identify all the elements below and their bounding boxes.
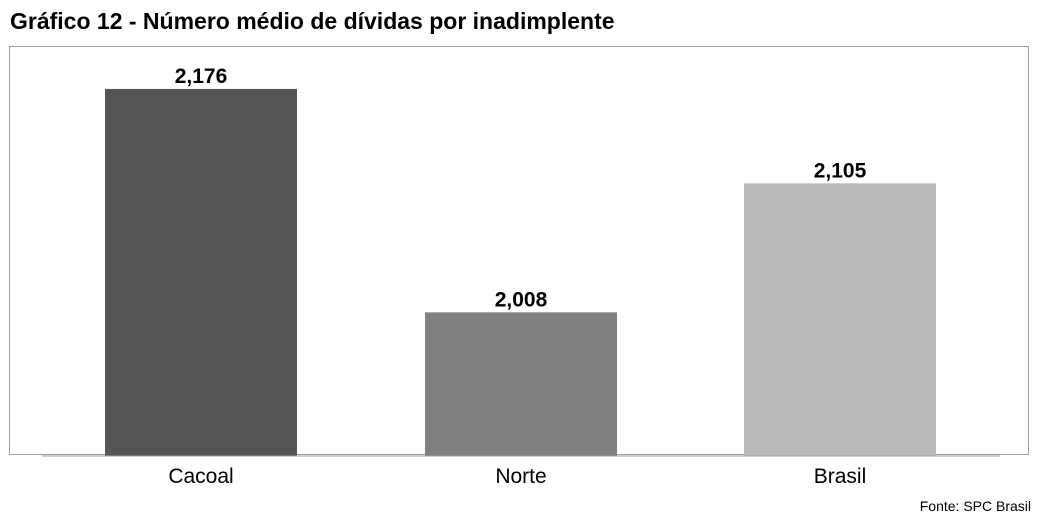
chart-source: Fonte: SPC Brasil bbox=[919, 498, 1031, 514]
chart-title: Gráfico 12 - Número médio de dívidas por… bbox=[10, 8, 615, 34]
data-label-cacoal: 2,176 bbox=[175, 65, 228, 88]
category-label-cacoal: Cacoal bbox=[168, 465, 233, 488]
data-label-brasil: 2,105 bbox=[814, 159, 867, 182]
labels-layer: 2,176 Cacoal 2,008 Norte 2,105 Brasil bbox=[168, 65, 866, 488]
data-label-norte: 2,008 bbox=[495, 288, 548, 311]
bar-brasil bbox=[744, 183, 936, 456]
bars-layer bbox=[105, 88, 936, 457]
category-label-norte: Norte bbox=[495, 465, 546, 488]
category-label-brasil: Brasil bbox=[814, 465, 867, 488]
bar-norte bbox=[425, 312, 617, 456]
bar-cacoal bbox=[105, 88, 297, 457]
